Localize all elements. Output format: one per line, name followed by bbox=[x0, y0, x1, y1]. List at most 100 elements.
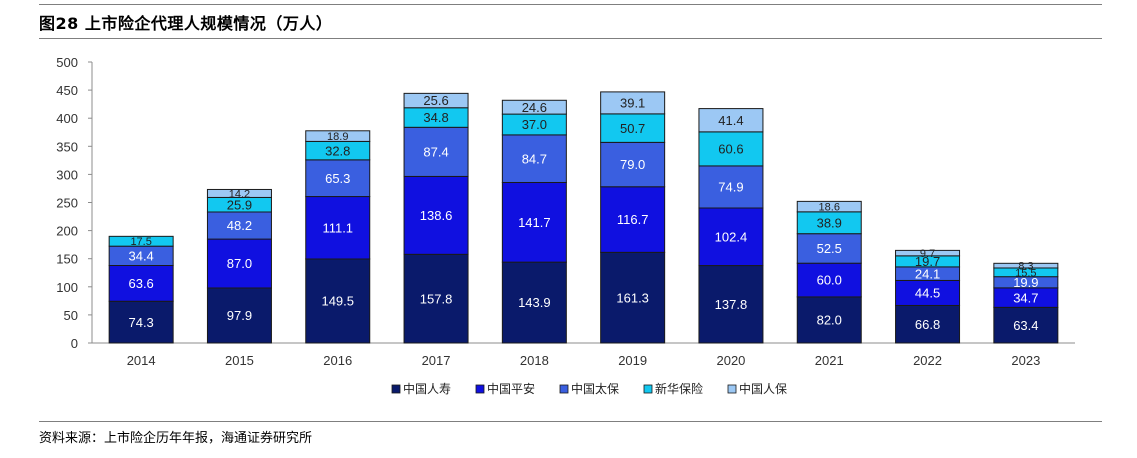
data-label: 34.4 bbox=[128, 249, 153, 264]
bar-segment bbox=[796, 233, 862, 264]
x-tick-label: 2019 bbox=[618, 353, 647, 368]
data-label: 157.8 bbox=[420, 291, 453, 306]
data-label: 34.7 bbox=[1013, 290, 1038, 305]
data-label: 79.0 bbox=[620, 157, 645, 172]
data-label: 32.8 bbox=[325, 143, 350, 158]
data-label: 38.9 bbox=[817, 215, 842, 230]
title-rule bbox=[39, 38, 1102, 39]
data-label: 74.3 bbox=[128, 315, 153, 330]
legend-swatch bbox=[643, 384, 653, 394]
y-tick-label: 50 bbox=[64, 308, 78, 323]
legend-label: 中国太保 bbox=[571, 381, 619, 396]
figure-title: 图28 上市险企代理人规模情况（万人） bbox=[39, 14, 333, 33]
bar-segment bbox=[895, 249, 961, 257]
stacked-bar-chart: 0 50 100 150 200 250 300 350 400 450 500 74.3 63.6 34… bbox=[56, 55, 1075, 396]
bar-segment bbox=[403, 253, 469, 344]
bar-segment bbox=[698, 207, 764, 267]
bar-segment bbox=[698, 165, 764, 209]
data-label: 18.6 bbox=[819, 202, 840, 214]
data-label: 116.7 bbox=[617, 212, 649, 227]
data-label: 87.4 bbox=[423, 145, 448, 160]
data-label: 24.1 bbox=[915, 266, 940, 281]
y-tick-label: 300 bbox=[56, 167, 78, 182]
bar-segment bbox=[206, 287, 272, 344]
data-label: 82.0 bbox=[817, 313, 842, 328]
bar-segment bbox=[600, 141, 666, 188]
bar-segment bbox=[108, 265, 174, 302]
data-label: 52.5 bbox=[817, 241, 842, 256]
bar-segment bbox=[403, 175, 469, 255]
y-tick-label: 0 bbox=[71, 336, 78, 351]
legend-label: 新华保险 bbox=[655, 381, 703, 396]
data-label: 63.6 bbox=[128, 276, 153, 291]
data-label: 60.0 bbox=[817, 273, 842, 288]
data-label: 37.0 bbox=[522, 117, 547, 132]
data-label: 9.7 bbox=[920, 248, 935, 260]
bar-segment bbox=[501, 99, 567, 115]
bar-segment bbox=[895, 304, 961, 344]
data-label: 8.3 bbox=[1018, 261, 1033, 273]
data-label: 66.8 bbox=[915, 317, 940, 332]
bar-segment bbox=[796, 200, 862, 213]
bar-segment bbox=[993, 262, 1059, 269]
x-tick-label: 2018 bbox=[520, 353, 549, 368]
legend-label: 中国人寿 bbox=[403, 381, 451, 396]
data-label: 97.9 bbox=[227, 308, 252, 323]
x-tick-label: 2015 bbox=[225, 353, 254, 368]
data-label: 149.5 bbox=[321, 294, 354, 309]
bar-segment bbox=[108, 235, 174, 247]
x-tick-label: 2014 bbox=[127, 353, 156, 368]
y-tick-label: 150 bbox=[56, 252, 78, 267]
y-tick-label: 400 bbox=[56, 111, 78, 126]
data-label: 19.9 bbox=[1013, 275, 1038, 290]
bar-segment bbox=[403, 92, 469, 109]
data-label: 15.5 bbox=[1015, 267, 1036, 279]
bar-segment bbox=[600, 91, 666, 115]
bar-segment bbox=[206, 238, 272, 289]
bar-segment bbox=[501, 134, 567, 183]
legend-label: 中国平安 bbox=[487, 381, 535, 396]
data-label: 24.6 bbox=[522, 100, 547, 115]
bar-segment bbox=[698, 108, 764, 133]
bar-segment bbox=[108, 300, 174, 344]
legend-swatch bbox=[559, 384, 569, 394]
bar-segment bbox=[501, 181, 567, 263]
data-label: 41.4 bbox=[718, 113, 743, 128]
bar-segment bbox=[305, 258, 371, 344]
x-tick-label: 2021 bbox=[815, 353, 844, 368]
bar-segment bbox=[600, 113, 666, 143]
footer-rule bbox=[39, 421, 1102, 422]
data-label: 18.9 bbox=[327, 131, 348, 143]
data-label: 138.6 bbox=[420, 208, 453, 223]
data-label: 111.1 bbox=[322, 220, 353, 235]
bar-segment bbox=[600, 186, 666, 253]
data-label: 48.2 bbox=[227, 218, 252, 233]
data-label: 65.3 bbox=[325, 171, 350, 186]
legend-swatch bbox=[391, 384, 401, 394]
data-label: 63.4 bbox=[1013, 318, 1038, 333]
data-label: 137.8 bbox=[715, 297, 748, 312]
data-label: 19.7 bbox=[915, 254, 940, 269]
bar-segment bbox=[600, 251, 666, 344]
bar-segment bbox=[206, 211, 272, 240]
legend-label: 中国人保 bbox=[739, 381, 787, 396]
y-tick-label: 500 bbox=[56, 55, 78, 70]
bar-segment bbox=[698, 265, 764, 344]
data-label: 87.0 bbox=[227, 256, 252, 271]
x-tick-label: 2023 bbox=[1011, 353, 1040, 368]
data-label: 60.6 bbox=[718, 142, 743, 157]
y-tick-label: 250 bbox=[56, 196, 78, 211]
data-label: 143.9 bbox=[518, 295, 551, 310]
data-label: 102.4 bbox=[715, 229, 748, 244]
top-rule bbox=[39, 4, 1102, 5]
legend-swatch bbox=[727, 384, 737, 394]
bar-segment bbox=[895, 279, 961, 306]
bar-segment bbox=[305, 159, 371, 198]
x-tick-label: 2020 bbox=[716, 353, 745, 368]
y-tick-label: 100 bbox=[56, 280, 78, 295]
bar-segment bbox=[206, 188, 272, 198]
bar-segment bbox=[796, 296, 862, 344]
data-label: 50.7 bbox=[620, 121, 645, 136]
data-label: 74.9 bbox=[718, 180, 743, 195]
y-tick-label: 350 bbox=[56, 139, 78, 154]
